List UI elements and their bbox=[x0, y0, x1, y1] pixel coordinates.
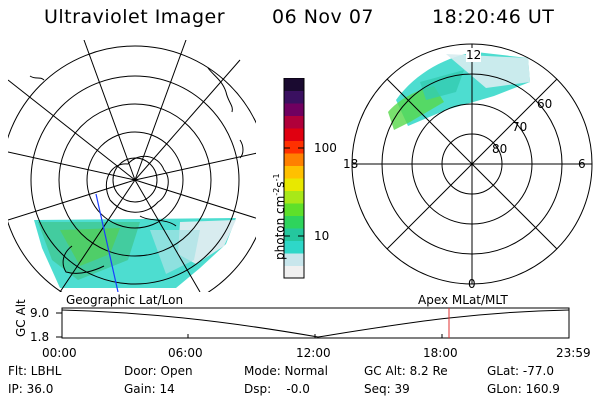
color-bar-stripe bbox=[284, 240, 304, 254]
geographic-map bbox=[8, 40, 256, 292]
info-filter: Flt: LBHL bbox=[8, 364, 62, 378]
info-gain: Gain: 14 bbox=[124, 382, 175, 396]
altitude-xtick-0000: 00:00 bbox=[42, 346, 77, 360]
altitude-curve bbox=[61, 309, 570, 338]
colorbar-unit-label: photon cm-2s-1 bbox=[272, 173, 287, 260]
color-bar-stripe bbox=[284, 78, 304, 91]
geographic-caption: Geographic Lat/Lon bbox=[66, 293, 184, 307]
info-mode: Mode: Normal bbox=[244, 364, 328, 378]
color-bar-stripe bbox=[284, 203, 304, 216]
color-bar-stripe bbox=[284, 128, 304, 141]
info-dsp: Dsp: -0.0 bbox=[244, 382, 310, 396]
mlt-label-18: 18 bbox=[343, 157, 359, 171]
info-glat: GLat: -77.0 bbox=[487, 364, 554, 378]
info-gc-alt: GC Alt: 8.2 Re bbox=[364, 364, 448, 378]
apex-aurora-swath bbox=[388, 52, 530, 130]
info-glon: GLon: 160.9 bbox=[487, 382, 560, 396]
mlt-label-0: 0 bbox=[468, 277, 476, 291]
color-bar-stripe bbox=[284, 115, 304, 129]
geo-footprint-line bbox=[95, 193, 119, 292]
info-seq: Seq: 39 bbox=[364, 382, 410, 396]
color-bar-stripe bbox=[284, 178, 304, 191]
color-bar-stripe bbox=[284, 90, 304, 104]
altitude-xtick-0600: 06:00 bbox=[168, 346, 203, 360]
date-label: 06 Nov 07 bbox=[272, 6, 375, 28]
color-bar bbox=[283, 78, 305, 279]
info-door: Door: Open bbox=[124, 364, 193, 378]
color-bar-stripe bbox=[284, 215, 304, 229]
color-bar-stripes bbox=[284, 78, 304, 279]
color-bar-stripe bbox=[284, 165, 304, 179]
color-bar-stripe bbox=[284, 265, 304, 279]
altitude-ytick-1-8: 1.8 bbox=[30, 330, 50, 344]
color-bar-stripe bbox=[284, 228, 304, 241]
color-bar-stripe bbox=[284, 253, 304, 266]
instrument-title: Ultraviolet Imager bbox=[44, 6, 226, 28]
geo-coastlines bbox=[29, 67, 244, 274]
colorbar-tick-100: 100 bbox=[314, 141, 337, 155]
colorbar-tick-10: 10 bbox=[314, 229, 330, 243]
geo-meridians bbox=[8, 40, 256, 292]
altitude-plot bbox=[56, 307, 570, 339]
geo-latitude-circles bbox=[8, 45, 256, 292]
mlat-label-70: 70 bbox=[512, 120, 528, 134]
color-bar-stripe bbox=[284, 153, 304, 166]
color-bar-stripe bbox=[284, 103, 304, 116]
mlat-label-60: 60 bbox=[537, 97, 553, 111]
altitude-plot-frame bbox=[61, 307, 570, 339]
altitude-xtick-1200: 12:00 bbox=[296, 346, 331, 360]
altitude-plot-ticks bbox=[56, 312, 443, 338]
color-bar-stripe bbox=[284, 190, 304, 204]
mlat-label-80: 80 bbox=[492, 142, 508, 156]
apex-mlt-lines bbox=[352, 44, 592, 284]
altitude-xtick-1800: 18:00 bbox=[423, 346, 458, 360]
mlt-label-6: 6 bbox=[578, 157, 586, 171]
color-bar-stripe bbox=[284, 140, 304, 154]
apex-caption: Apex MLat/MLT bbox=[418, 293, 508, 307]
altitude-xtick-2359: 23:59 bbox=[556, 346, 591, 360]
altitude-ylabel: GC Alt bbox=[14, 299, 28, 337]
apex-map bbox=[351, 43, 593, 285]
info-ip: IP: 36.0 bbox=[8, 382, 54, 396]
time-label: 18:20:46 UT bbox=[432, 6, 555, 28]
mlt-label-12: 12 bbox=[466, 48, 482, 62]
altitude-ytick-9: 9.0 bbox=[30, 306, 50, 320]
